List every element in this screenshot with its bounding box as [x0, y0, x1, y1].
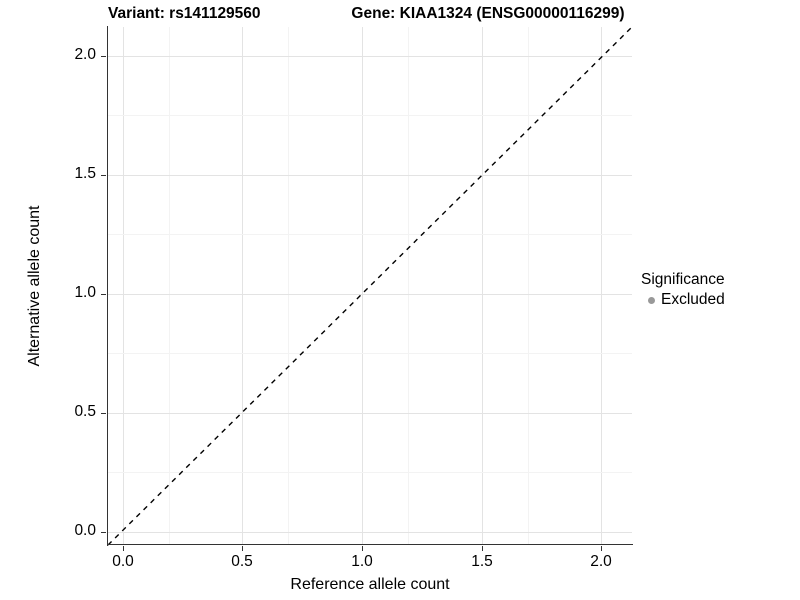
legend-item-excluded[interactable]: Excluded — [641, 289, 796, 311]
y-tick-mark — [101, 175, 106, 177]
legend-title: Significance — [641, 271, 725, 288]
x-axis-title: Reference allele count — [290, 576, 450, 593]
major-gridline-horizontal — [108, 532, 632, 533]
variant-title: Variant: rs141129560 — [108, 5, 261, 22]
y-tick-mark — [101, 294, 106, 296]
y-tick-label-text: 0.5 — [74, 403, 96, 420]
y-tick-label-text: 0.0 — [74, 522, 96, 539]
minor-gridline-horizontal — [108, 234, 632, 235]
chart-title-row: Variant: rs141129560 Gene: KIAA1324 (ENS… — [0, 3, 800, 25]
major-gridline-vertical — [242, 27, 243, 545]
major-gridline-horizontal — [108, 294, 632, 295]
y-axis-title: Alternative allele count — [26, 205, 43, 367]
x-tick-label: 0.0 — [112, 553, 134, 570]
legend: Significance Excluded — [641, 270, 796, 311]
major-gridline-horizontal — [108, 56, 632, 57]
y-tick-label-text: 1.5 — [74, 165, 96, 182]
minor-gridline-vertical — [169, 27, 170, 545]
y-tick-mark — [101, 56, 106, 58]
y-axis-line — [107, 26, 109, 546]
y-tick-label-text: 1.0 — [74, 284, 96, 301]
x-tick-label: 2.0 — [590, 553, 612, 570]
legend-item-label: Excluded — [661, 291, 725, 308]
minor-gridline-vertical — [528, 27, 529, 545]
major-gridline-horizontal — [108, 175, 632, 176]
x-tick-mark — [242, 546, 244, 551]
minor-gridline-horizontal — [108, 115, 632, 116]
minor-gridline-vertical — [408, 27, 409, 545]
minor-gridline-horizontal — [108, 353, 632, 354]
identity-line — [108, 27, 632, 545]
plot-panel — [108, 27, 632, 545]
y-tick-label-text: 2.0 — [74, 46, 96, 63]
y-tick-mark — [101, 532, 106, 534]
x-tick-mark — [362, 546, 364, 551]
minor-gridline-horizontal — [108, 472, 632, 473]
x-tick-label: 0.5 — [231, 553, 253, 570]
x-tick-label: 1.5 — [471, 553, 493, 570]
x-tick-label: 1.0 — [351, 553, 373, 570]
minor-gridline-vertical — [288, 27, 289, 545]
major-gridline-vertical — [362, 27, 363, 545]
major-gridline-vertical — [601, 27, 602, 545]
x-tick-mark — [123, 546, 125, 551]
gene-title: Gene: KIAA1324 (ENSG00000116299) — [351, 5, 625, 22]
major-gridline-horizontal — [108, 413, 632, 414]
major-gridline-vertical — [482, 27, 483, 545]
x-tick-mark — [601, 546, 603, 551]
major-gridline-vertical — [123, 27, 124, 545]
y-tick-mark — [101, 413, 106, 415]
x-tick-mark — [482, 546, 484, 551]
legend-point-icon — [641, 290, 661, 310]
x-axis-line — [107, 544, 633, 546]
